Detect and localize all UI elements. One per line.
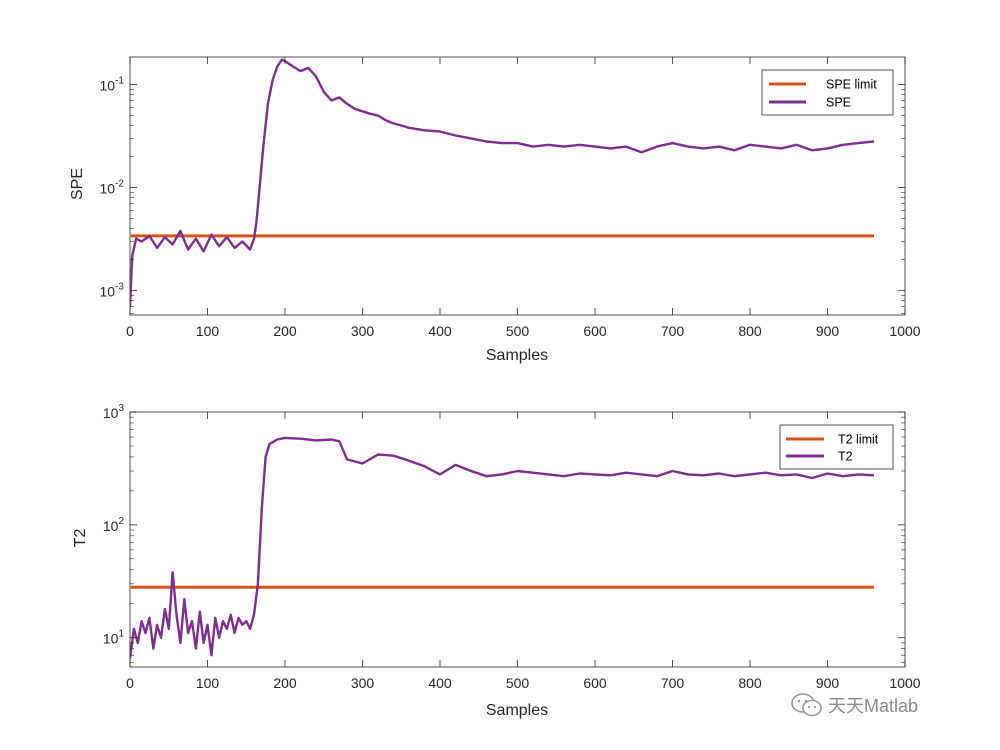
t2-ytick-label: 103 [103, 403, 125, 421]
spe-xtick-label: 800 [738, 323, 762, 339]
t2-xtick-label: 600 [583, 675, 607, 691]
t2-plot-area [129, 411, 906, 668]
t2-xtick-label: 900 [816, 675, 840, 691]
t2-xtick-label: 700 [661, 675, 685, 691]
t2-xtick-label: 400 [428, 675, 452, 691]
t2-xtick-label: 800 [738, 675, 762, 691]
spe-xtick-label: 200 [273, 323, 297, 339]
spe-ytick-label: 10-2 [100, 179, 125, 197]
spe-xtick-label: 900 [816, 323, 840, 339]
watermark: 天天Matlab [790, 692, 918, 718]
spe-axes: 0 100 200 300 400 500 600 700 800 900 1000 10-3 10-2… [69, 56, 921, 364]
spe-xtick-label: 100 [196, 323, 220, 339]
wechat-icon [791, 693, 822, 717]
spe-xtick-label: 400 [428, 323, 452, 339]
t2-ytick-label: 101 [103, 629, 125, 647]
t2-legend: T2 limit T2 [779, 424, 894, 470]
t2-ytick-label: 102 [103, 516, 125, 534]
spe-xtick-label: 300 [351, 323, 375, 339]
spe-xtick-label: 500 [506, 323, 530, 339]
spe-legend-label: SPE [826, 96, 851, 110]
t2-xtick-label: 200 [273, 675, 297, 691]
spe-ytick-label: 10-1 [100, 76, 125, 94]
t2-xtick-label: 500 [506, 675, 530, 691]
spe-ytick-label: 10-3 [100, 282, 125, 300]
spe-legend: SPE limit SPE [761, 69, 894, 116]
spe-xtick-label: 1000 [889, 323, 920, 339]
t2-ticks: 0 100 200 300 400 500 600 700 800 900 1000 101 102 10… [103, 403, 921, 691]
t2-legend-label: T2 [838, 450, 853, 464]
t2-limit-legend-label: T2 limit [838, 433, 879, 447]
t2-xtick-label: 1000 [889, 675, 920, 691]
t2-xlabel: Samples [486, 702, 548, 719]
spe-series-line [130, 58, 875, 307]
t2-series-line [130, 436, 875, 659]
watermark-text: 天天Matlab [828, 696, 919, 716]
t2-xtick-label: 300 [351, 675, 375, 691]
t2-series-group [130, 436, 875, 659]
spe-ticks: 0 100 200 300 400 500 600 700 800 900 1000 10-3 10-2… [100, 57, 921, 339]
spe-ylabel: SPE [69, 168, 86, 200]
spe-legend-box [761, 69, 894, 116]
t2-axes: 0 100 200 300 400 500 600 700 800 900 1000 101 102 10… [72, 403, 921, 719]
spe-xtick-label: 600 [583, 323, 607, 339]
spe-limit-legend-label: SPE limit [826, 78, 877, 92]
t2-legend-box [779, 424, 894, 470]
spe-series-group [130, 58, 875, 307]
spe-xtick-label: 0 [126, 323, 134, 339]
t2-xtick-label: 100 [196, 675, 220, 691]
spe-xtick-label: 700 [661, 323, 685, 339]
t2-xtick-label: 0 [126, 675, 134, 691]
spe-xlabel: Samples [486, 347, 548, 364]
t2-ylabel: T2 [72, 529, 89, 548]
